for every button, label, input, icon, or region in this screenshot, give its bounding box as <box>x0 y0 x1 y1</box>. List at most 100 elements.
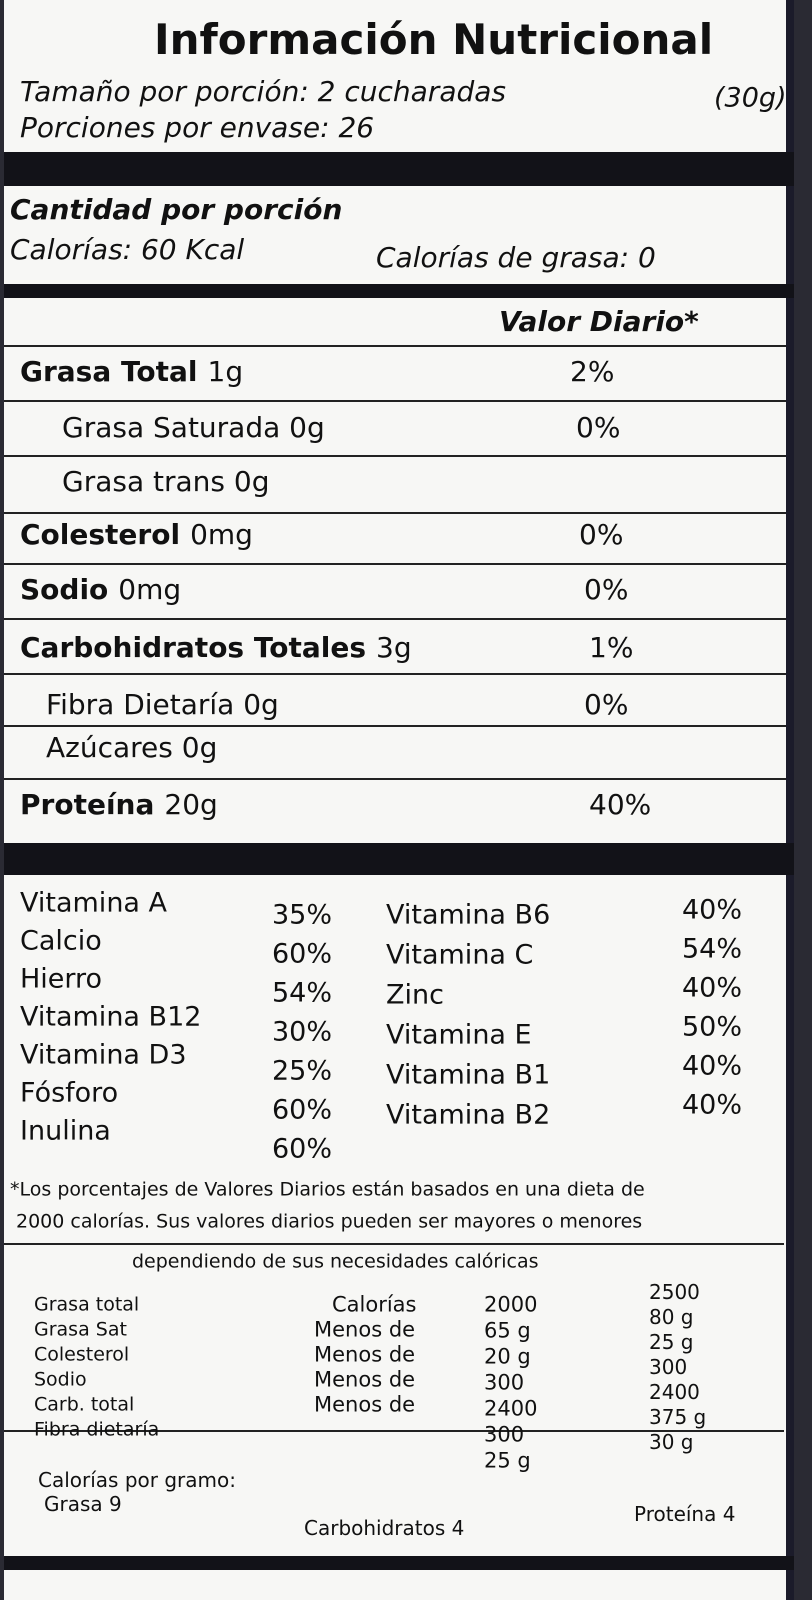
calories-per-gram-fat: Grasa 9 <box>44 1492 122 1516</box>
reference-2500: 375 g <box>649 1405 707 1429</box>
vitamin-dv: 60% <box>272 1133 333 1165</box>
reference-2500: 2400 <box>649 1380 700 1404</box>
daily-value: 0% <box>579 518 624 551</box>
daily-value: 2% <box>570 355 615 388</box>
vitamin-dv: 40% <box>682 894 743 926</box>
row-divider <box>4 778 786 780</box>
vitamin-name: Calcio <box>20 925 102 957</box>
reference-2500: 2500 <box>649 1280 700 1304</box>
thick-bar <box>4 843 794 875</box>
reference-nutrient: Grasa Sat <box>34 1318 127 1341</box>
nutrient-name: Grasa Saturada 0g <box>62 411 325 444</box>
vitamin-dv: 60% <box>272 938 333 970</box>
row-divider <box>4 400 786 402</box>
reference-nutrient: Carb. total <box>34 1393 135 1416</box>
divider <box>4 1243 784 1245</box>
daily-value: 0% <box>576 411 621 444</box>
row-divider <box>4 673 786 675</box>
reference-2000: 2400 <box>484 1396 538 1421</box>
vitamin-name: Vitamina E <box>386 1019 532 1051</box>
reference-2500: 300 <box>649 1355 688 1379</box>
vitamin-name: Vitamina B12 <box>20 1001 202 1033</box>
row-divider <box>4 725 786 727</box>
row-divider <box>4 345 786 347</box>
vitamin-dv: 40% <box>682 972 743 1004</box>
reference-2000: 300 <box>484 1422 525 1447</box>
reference-nutrient: Colesterol <box>34 1343 130 1366</box>
vitamin-dv: 50% <box>682 1011 743 1043</box>
reference-2000: 2000 <box>484 1292 538 1317</box>
nutrient-name: Carbohidratos Totales <box>20 631 366 664</box>
nutrient-name: Sodio <box>20 573 109 606</box>
servings-per-container: Porciones por envase: 26 <box>20 111 375 144</box>
row-divider <box>4 563 786 565</box>
serving-weight: (30g) <box>714 82 787 114</box>
vitamin-name: Vitamina A <box>20 887 168 919</box>
nutrient-name: Grasa Total <box>20 355 198 388</box>
vitamin-dv: 54% <box>682 933 743 965</box>
reference-2500: 25 g <box>649 1330 694 1354</box>
reference-2500: 30 g <box>649 1430 694 1454</box>
reference-2000: 20 g <box>484 1344 531 1369</box>
reference-nutrient: Fibra dietaría <box>34 1418 160 1441</box>
nutrient-name: Grasa trans 0g <box>62 465 270 498</box>
vitamin-name: Vitamina B1 <box>386 1059 551 1091</box>
thick-bar <box>4 152 794 186</box>
vitamin-dv: 60% <box>272 1094 333 1126</box>
nutrient-amount: 20g <box>164 788 218 821</box>
vitamin-dv: 25% <box>272 1055 333 1087</box>
calories-per-gram-carbs: Carbohidratos 4 <box>304 1516 465 1540</box>
row-divider <box>4 512 786 514</box>
vitamin-dv: 40% <box>682 1050 743 1082</box>
reference-2000: 300 <box>484 1370 525 1395</box>
calories: Calorías: 60 Kcal <box>10 233 245 266</box>
reference-2000: 65 g <box>484 1318 531 1343</box>
nutrient-name: Proteína <box>20 788 155 821</box>
reference-qualifier: Menos de <box>314 1367 416 1392</box>
vitamin-dv: 35% <box>272 899 333 931</box>
vitamin-name: Vitamina B2 <box>386 1099 551 1131</box>
medium-bar <box>4 284 794 298</box>
daily-value-heading: Valor Diario* <box>499 305 699 338</box>
title: Información Nutricional <box>154 15 714 64</box>
row-divider <box>4 455 786 457</box>
vitamin-name: Hierro <box>20 963 103 995</box>
vitamin-name: Fósforo <box>20 1077 119 1109</box>
vitamin-name: Vitamina C <box>386 939 534 971</box>
footnote-line: dependiendo de sus necesidades calóricas <box>132 1250 539 1273</box>
nutrition-label: Información Nutricional Tamaño por porci… <box>4 0 794 1600</box>
fat-calories: Calorías de grasa: 0 <box>376 241 656 274</box>
amount-heading: Cantidad por porción <box>10 193 343 226</box>
vitamin-name: Vitamina D3 <box>20 1039 187 1071</box>
reference-qualifier: Menos de <box>314 1317 416 1342</box>
daily-value: 40% <box>589 788 652 821</box>
vitamin-dv: 40% <box>682 1089 743 1121</box>
vitamin-dv: 54% <box>272 977 333 1009</box>
reference-nutrient: Grasa total <box>34 1293 140 1316</box>
nutrient-amount: 0mg <box>190 518 253 551</box>
nutrient-name: Colesterol <box>20 518 181 551</box>
calories-per-gram-heading: Calorías por gramo: <box>38 1468 236 1492</box>
daily-value: 1% <box>589 631 634 664</box>
nutrient-name: Fibra Dietaría 0g <box>46 688 279 721</box>
nutrient-amount: 3g <box>376 631 412 664</box>
reference-qualifier: Calorías <box>332 1292 417 1317</box>
reference-qualifier: Menos de <box>314 1392 416 1417</box>
nutrient-amount: 1g <box>207 355 244 388</box>
bottom-bar <box>4 1556 794 1570</box>
nutrient-name: Azúcares 0g <box>46 731 218 764</box>
vitamin-name: Vitamina B6 <box>386 899 551 931</box>
reference-qualifier: Menos de <box>314 1342 416 1367</box>
vitamin-dv: 30% <box>272 1016 333 1048</box>
calories-per-gram-protein: Proteína 4 <box>634 1502 736 1526</box>
serving-size: Tamaño por porción: 2 cucharadas <box>20 75 506 108</box>
footnote-line: 2000 calorías. Sus valores diarios puede… <box>16 1210 643 1233</box>
reference-nutrient: Sodio <box>34 1368 87 1391</box>
daily-value: 0% <box>584 573 629 606</box>
reference-2000: 25 g <box>484 1448 531 1473</box>
vitamin-name: Inulina <box>20 1115 111 1147</box>
reference-2500: 80 g <box>649 1305 694 1329</box>
divider <box>4 1430 784 1432</box>
daily-value: 0% <box>584 688 629 721</box>
vitamin-name: Zinc <box>386 979 444 1011</box>
